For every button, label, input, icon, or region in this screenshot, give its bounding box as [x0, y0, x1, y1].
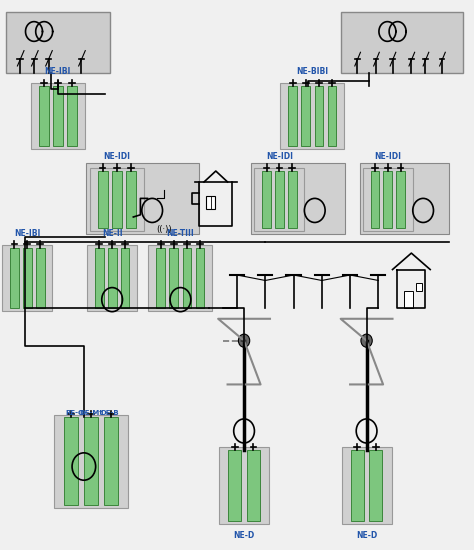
Bar	[404, 292, 413, 308]
Bar	[120, 248, 129, 308]
Circle shape	[238, 334, 250, 347]
Bar	[98, 171, 108, 228]
Bar	[86, 163, 199, 234]
Bar	[31, 84, 85, 149]
Bar	[64, 417, 78, 505]
Bar	[351, 450, 364, 521]
Text: NE-IDI: NE-IDI	[266, 152, 293, 161]
Bar	[10, 248, 19, 308]
Bar	[148, 245, 212, 311]
Bar	[359, 163, 449, 234]
Bar	[206, 196, 215, 210]
Bar	[87, 245, 137, 311]
Bar	[301, 86, 310, 146]
Bar	[383, 171, 392, 228]
Text: NE-IBI: NE-IBI	[14, 229, 40, 238]
Bar	[219, 447, 269, 524]
Bar	[108, 248, 117, 308]
Text: DE-Mt: DE-Mt	[79, 410, 103, 416]
Bar	[36, 248, 45, 308]
Bar	[369, 450, 383, 521]
Bar	[371, 171, 379, 228]
Text: NE-D: NE-D	[356, 531, 377, 540]
Bar	[95, 248, 104, 308]
Bar	[23, 248, 32, 308]
Text: NE-BIBI: NE-BIBI	[296, 67, 328, 76]
Text: NE-TIII: NE-TIII	[166, 229, 194, 238]
Text: NE-IDI: NE-IDI	[374, 152, 401, 161]
Bar	[196, 248, 204, 308]
Bar	[90, 168, 144, 231]
Bar	[251, 163, 346, 234]
Bar	[275, 171, 284, 228]
Bar	[53, 86, 63, 146]
Bar	[416, 283, 422, 292]
Text: RE-O: RE-O	[65, 410, 84, 416]
Bar	[182, 248, 191, 308]
Bar	[328, 86, 337, 146]
Bar	[288, 86, 297, 146]
Text: NE-IDI: NE-IDI	[103, 152, 130, 161]
Bar	[363, 168, 413, 231]
Text: NE-IBI: NE-IBI	[45, 67, 71, 76]
Bar	[39, 86, 49, 146]
Bar	[341, 12, 463, 73]
Bar	[228, 450, 241, 521]
Bar	[288, 171, 297, 228]
Bar	[280, 84, 345, 149]
Bar	[255, 168, 304, 231]
Bar	[112, 171, 122, 228]
Bar	[342, 447, 392, 524]
Bar	[396, 171, 405, 228]
Text: NE-II: NE-II	[102, 229, 122, 238]
Text: DE-B: DE-B	[100, 410, 119, 416]
Bar	[315, 86, 323, 146]
Bar	[247, 450, 260, 521]
Bar	[54, 415, 128, 508]
Bar	[84, 417, 98, 505]
Bar	[67, 86, 77, 146]
Circle shape	[361, 334, 372, 347]
Text: NE-D: NE-D	[233, 531, 255, 540]
Bar	[2, 245, 52, 311]
Bar	[262, 171, 271, 228]
Bar	[156, 248, 165, 308]
Bar	[6, 12, 110, 73]
Bar	[104, 417, 118, 505]
Bar	[170, 248, 178, 308]
Bar	[126, 171, 136, 228]
Text: ((·)): ((·))	[156, 225, 172, 234]
